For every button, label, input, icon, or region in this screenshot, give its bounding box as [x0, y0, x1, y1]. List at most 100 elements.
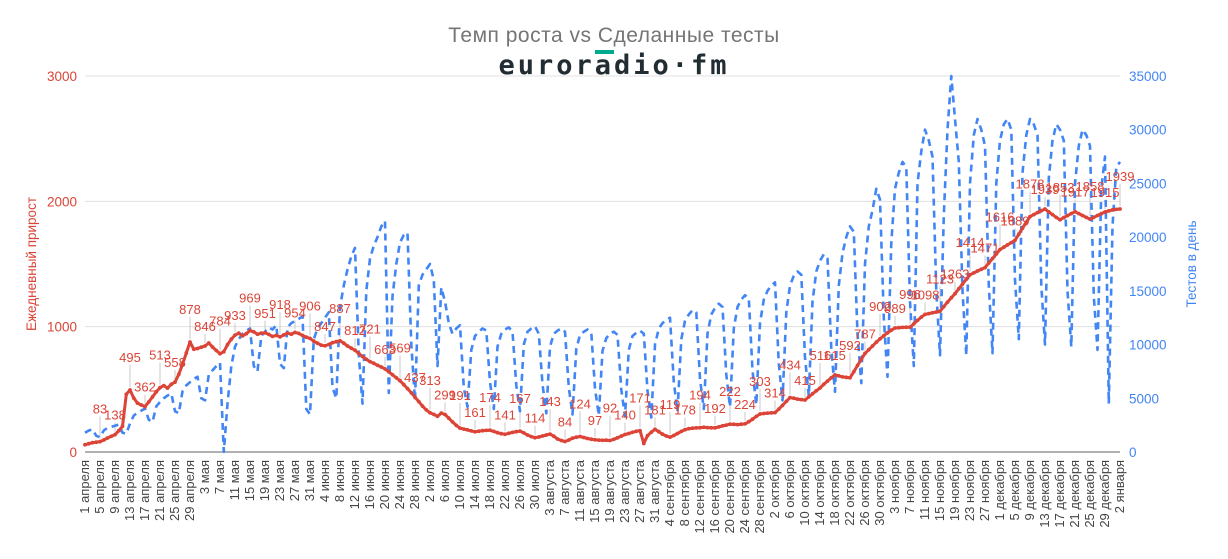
blue-series-line [84, 74, 1122, 454]
svg-text:6 июля: 6 июля [437, 460, 452, 502]
svg-text:951: 951 [254, 306, 276, 321]
gridlines [85, 75, 1120, 328]
svg-text:1 декабря: 1 декабря [992, 460, 1007, 520]
svg-text:178: 178 [674, 403, 696, 418]
svg-text:887: 887 [329, 301, 351, 316]
svg-text:15000: 15000 [1129, 284, 1167, 299]
svg-text:0: 0 [69, 445, 77, 460]
svg-text:906: 906 [299, 298, 321, 313]
svg-text:11 мая: 11 мая [227, 460, 242, 500]
svg-text:5 апреля: 5 апреля [92, 460, 107, 514]
svg-text:97: 97 [588, 413, 602, 428]
svg-text:437: 437 [404, 370, 426, 385]
svg-text:12 июня: 12 июня [347, 460, 362, 509]
svg-text:13 декабря: 13 декабря [1037, 460, 1052, 528]
svg-text:27 августа: 27 августа [632, 459, 647, 523]
svg-text:721: 721 [359, 322, 381, 337]
svg-text:14 октября: 14 октября [812, 460, 827, 526]
svg-text:2 июля: 2 июля [422, 460, 437, 502]
svg-text:1616: 1616 [986, 209, 1015, 224]
svg-text:138: 138 [104, 408, 126, 423]
svg-text:1000: 1000 [47, 320, 77, 335]
svg-text:31 мая: 31 мая [302, 460, 317, 501]
svg-text:5 декабря: 5 декабря [1007, 460, 1022, 520]
svg-text:902: 902 [869, 299, 891, 314]
svg-text:615: 615 [824, 348, 846, 363]
svg-text:933: 933 [224, 308, 246, 323]
svg-text:28 сентября: 28 сентября [752, 460, 767, 534]
svg-text:996: 996 [899, 287, 921, 302]
svg-text:23 ноября: 23 ноября [962, 460, 977, 521]
svg-text:513: 513 [149, 348, 171, 363]
svg-text:5000: 5000 [1129, 391, 1159, 406]
svg-text:224: 224 [734, 397, 756, 412]
svg-text:878: 878 [179, 302, 201, 317]
svg-text:663: 663 [374, 342, 396, 357]
svg-text:11 августа: 11 августа [572, 459, 587, 522]
svg-text:20 июня: 20 июня [377, 460, 392, 509]
svg-text:20000: 20000 [1129, 230, 1167, 245]
svg-text:15 августа: 15 августа [587, 459, 602, 523]
svg-text:15 ноября: 15 ноября [932, 460, 947, 521]
x-axis-labels: 1 апреля 5 апреля 9 апреля 13 апреля 17 апре… [77, 459, 1127, 533]
svg-text:167: 167 [509, 391, 531, 406]
svg-text:3 мая: 3 мая [197, 460, 212, 494]
svg-text:27 мая: 27 мая [287, 460, 302, 501]
svg-text:92: 92 [603, 400, 617, 415]
svg-text:10 июля: 10 июля [452, 460, 467, 509]
svg-text:1853: 1853 [1046, 180, 1075, 195]
svg-text:3 августа: 3 августа [542, 459, 557, 515]
svg-text:0: 0 [1129, 445, 1137, 460]
svg-text:7 ноября: 7 ноября [902, 460, 917, 514]
red-series-points [83, 207, 1122, 447]
svg-text:30000: 30000 [1129, 123, 1167, 138]
svg-text:303: 303 [749, 374, 771, 389]
svg-text:847: 847 [314, 319, 336, 334]
svg-text:143: 143 [539, 394, 561, 409]
svg-text:26 июля: 26 июля [512, 460, 527, 509]
svg-text:18 июля: 18 июля [482, 460, 497, 509]
svg-text:16 июня: 16 июня [362, 460, 377, 509]
svg-text:6 октября: 6 октября [782, 460, 797, 518]
svg-text:3000: 3000 [47, 69, 77, 84]
svg-text:17 апреля: 17 апреля [137, 460, 152, 521]
svg-text:20 сентября: 20 сентября [722, 460, 737, 534]
svg-text:9 декабря: 9 декабря [1022, 460, 1037, 520]
svg-text:12 сентября: 12 сентября [692, 460, 707, 534]
svg-text:28 июня: 28 июня [407, 460, 422, 509]
svg-text:787: 787 [854, 326, 876, 341]
svg-text:4 сентября: 4 сентября [662, 460, 677, 526]
svg-text:11 ноября: 11 ноября [917, 460, 932, 520]
svg-text:21 декабря: 21 декабря [1067, 460, 1082, 528]
svg-text:415: 415 [794, 373, 816, 388]
svg-text:1939: 1939 [1106, 169, 1135, 184]
svg-text:124: 124 [569, 396, 591, 411]
logo-accent-letter: a [594, 50, 614, 81]
svg-text:592: 592 [839, 338, 861, 353]
svg-text:16 сентября: 16 сентября [707, 460, 722, 534]
svg-text:22 июля: 22 июля [497, 460, 512, 509]
svg-text:27 ноября: 27 ноября [977, 460, 992, 521]
svg-text:181: 181 [644, 402, 666, 417]
svg-text:313: 313 [419, 373, 441, 388]
svg-text:1858: 1858 [1076, 179, 1105, 194]
svg-text:26 октября: 26 октября [857, 460, 872, 526]
svg-text:14 июля: 14 июля [467, 460, 482, 509]
svg-text:1878: 1878 [1016, 177, 1045, 192]
svg-text:495: 495 [119, 350, 141, 365]
svg-text:174: 174 [479, 390, 501, 405]
svg-text:2 января: 2 января [1112, 460, 1127, 513]
svg-text:2000: 2000 [47, 194, 77, 209]
svg-text:13 апреля: 13 апреля [122, 460, 137, 521]
svg-text:1917: 1917 [1061, 185, 1090, 200]
svg-text:222: 222 [719, 384, 741, 399]
svg-text:362: 362 [134, 380, 156, 395]
svg-text:9 апреля: 9 апреля [107, 460, 122, 514]
svg-text:15 мая: 15 мая [242, 460, 257, 501]
svg-text:954: 954 [284, 305, 306, 320]
svg-text:4 июня: 4 июня [317, 460, 332, 502]
svg-text:17 декабря: 17 декабря [1052, 460, 1067, 528]
